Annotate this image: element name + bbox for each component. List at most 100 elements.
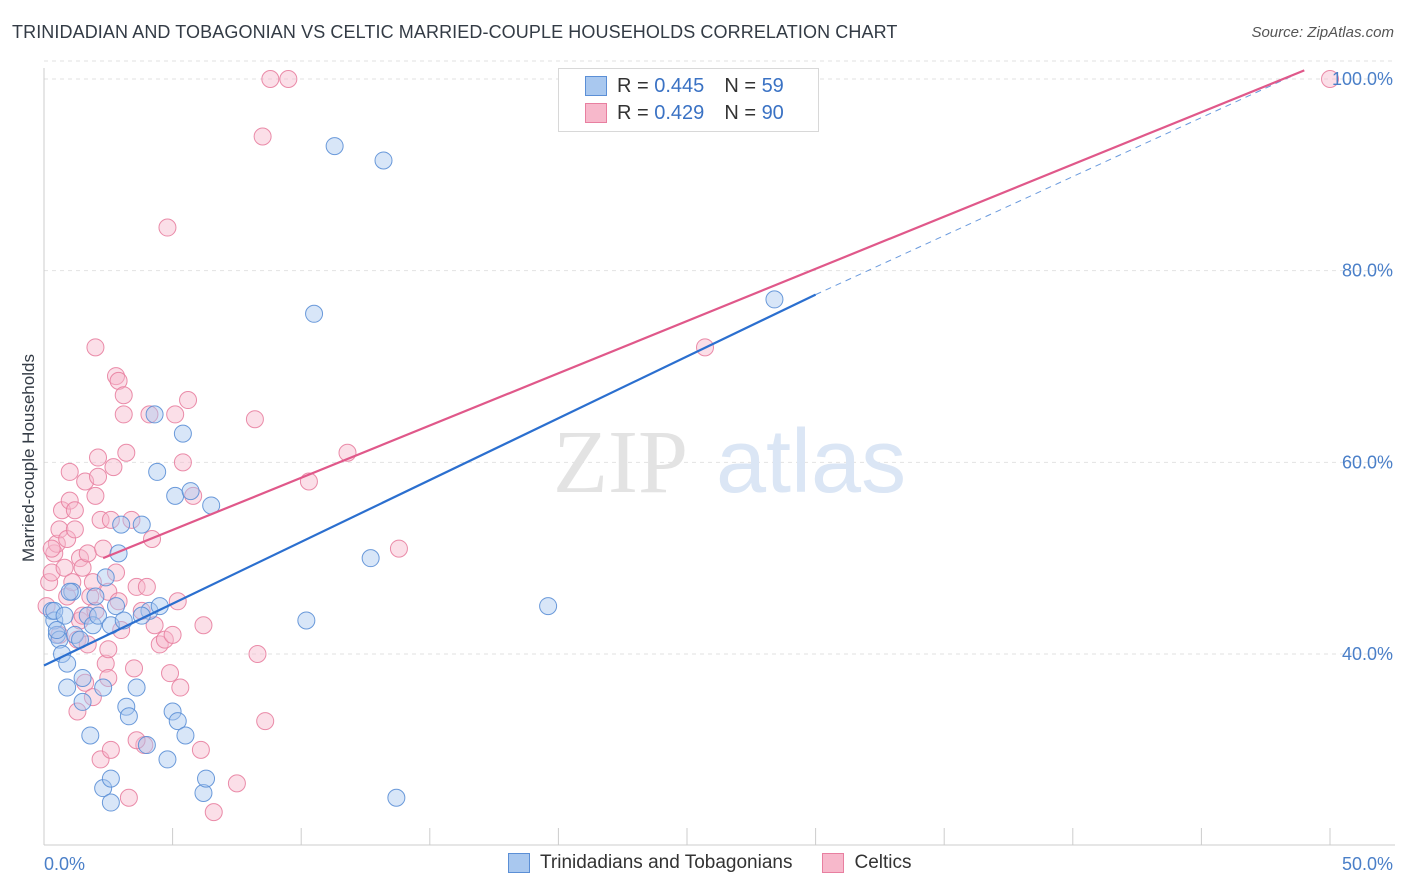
celtics-point [150, 635, 169, 654]
trinidadian-point [127, 678, 146, 697]
tick-labels: 40.0% 60.0% 80.0% 100.0% 0.0% 50.0% [44, 69, 1393, 874]
legend-n-label: N = [724, 101, 762, 124]
celtics-point [101, 510, 120, 529]
legend-r-value: 0.445 [654, 74, 705, 97]
watermark-atlas: atlas [716, 412, 906, 512]
y-tick-label: 80.0% [1342, 261, 1393, 281]
trinidadian-point [73, 668, 92, 687]
legend-r-label: R = [617, 74, 655, 97]
x-tick-label-max: 50.0% [1342, 854, 1393, 874]
series-swatch-blue [508, 853, 530, 873]
y-axis-label: Married-couple Households [19, 354, 38, 562]
celtics-point [60, 462, 79, 481]
celtics-point [55, 558, 74, 577]
trinidadian-point [297, 611, 316, 630]
celtics-point [171, 678, 190, 697]
celtics-point [389, 539, 408, 558]
celtics-point [204, 803, 223, 822]
y-tick-label: 40.0% [1342, 644, 1393, 664]
trend-lines [43, 69, 1305, 667]
celtics-point [65, 520, 84, 539]
celtics-point [76, 673, 95, 692]
celtics-point [140, 405, 159, 424]
watermark-zip: ZIP [553, 413, 688, 512]
trinidadian-point [197, 769, 216, 788]
trinidadian-point [148, 462, 167, 481]
legend-n-value: 90 [761, 101, 784, 124]
gridlines [44, 60, 1395, 655]
x-tick-label-min: 0.0% [44, 854, 85, 874]
trinidadian-point [86, 587, 105, 606]
trinidadian-point [96, 568, 115, 587]
trinidadian-point [58, 678, 77, 697]
trinidadian-point [176, 726, 195, 745]
celtics-point [68, 702, 87, 721]
correlation-legend: R = 0.445 N = 59 R = 0.429 N = 90 [558, 68, 819, 132]
trinidadian-point [137, 736, 156, 755]
celtics-point [119, 788, 138, 807]
legend-n-label: N = [724, 74, 762, 97]
trinidadian-point [181, 482, 200, 501]
celtics-point [42, 539, 61, 558]
celtics-point [137, 577, 156, 596]
celtics-point [94, 539, 113, 558]
trinidadian-point [325, 137, 344, 156]
celtics-point [114, 405, 133, 424]
celtics-point [194, 616, 213, 635]
trinidadian-point [173, 424, 192, 443]
celtics-point [179, 391, 198, 410]
celtics-point [158, 218, 177, 237]
celtics-point [65, 501, 84, 520]
trinidadian-point [168, 712, 187, 731]
trinidadian-point [112, 515, 131, 534]
series-legend-celtics[interactable]: Celtics [822, 852, 911, 874]
trinidadian-point [81, 726, 100, 745]
trinidadian-point [60, 582, 79, 601]
trinidadian-point [119, 707, 138, 726]
trinidadian-trend-extension [815, 69, 1305, 296]
trinidadian-point [78, 606, 97, 625]
celtics-point [73, 558, 92, 577]
celtics-point [248, 645, 267, 663]
celtics-point [227, 774, 246, 793]
trinidadian-point [45, 601, 64, 620]
celtics-point [191, 740, 210, 759]
trinidadian-point [305, 304, 324, 323]
trinidadian-point [101, 793, 120, 812]
y-tick-label: 100.0% [1332, 69, 1393, 89]
trinidadian-point [73, 692, 92, 711]
trinidadian-point [158, 750, 177, 769]
trinidadian-point [132, 515, 151, 534]
celtics-point [253, 127, 272, 146]
celtics-points [37, 70, 1339, 822]
trinidadian-point [89, 606, 108, 625]
series-label-trinidadian: Trinidadians and Tobagonians [540, 852, 793, 873]
trinidadian-point [65, 625, 84, 644]
series-legend: Trinidadians and Tobagonians Celtics [508, 852, 941, 874]
celtics-point [245, 410, 264, 429]
trinidadian-point [83, 616, 102, 635]
trinidadian-trend-line [43, 293, 817, 667]
celtics-point [117, 443, 136, 462]
legend-swatch-blue [585, 76, 607, 96]
celtics-point [184, 486, 203, 505]
trinidadian-point [166, 486, 185, 505]
trinidadian-point [387, 788, 406, 807]
celtics-point [261, 70, 280, 88]
celtics-point [91, 510, 110, 529]
series-label-celtics: Celtics [854, 852, 912, 873]
celtics-point [173, 453, 192, 472]
trinidadian-point [374, 151, 393, 170]
celtics-point [58, 530, 77, 548]
celtics-point [53, 501, 72, 520]
trinidadian-point [94, 678, 113, 697]
series-legend-trinidadian[interactable]: Trinidadians and Tobagonians [508, 852, 792, 874]
trinidadian-point [107, 597, 126, 616]
celtics-point [78, 544, 97, 563]
celtics-point [107, 367, 126, 386]
legend-n-value: 59 [761, 74, 784, 97]
celtics-point [122, 510, 141, 529]
celtics-point [279, 70, 298, 88]
celtics-point [104, 458, 123, 477]
